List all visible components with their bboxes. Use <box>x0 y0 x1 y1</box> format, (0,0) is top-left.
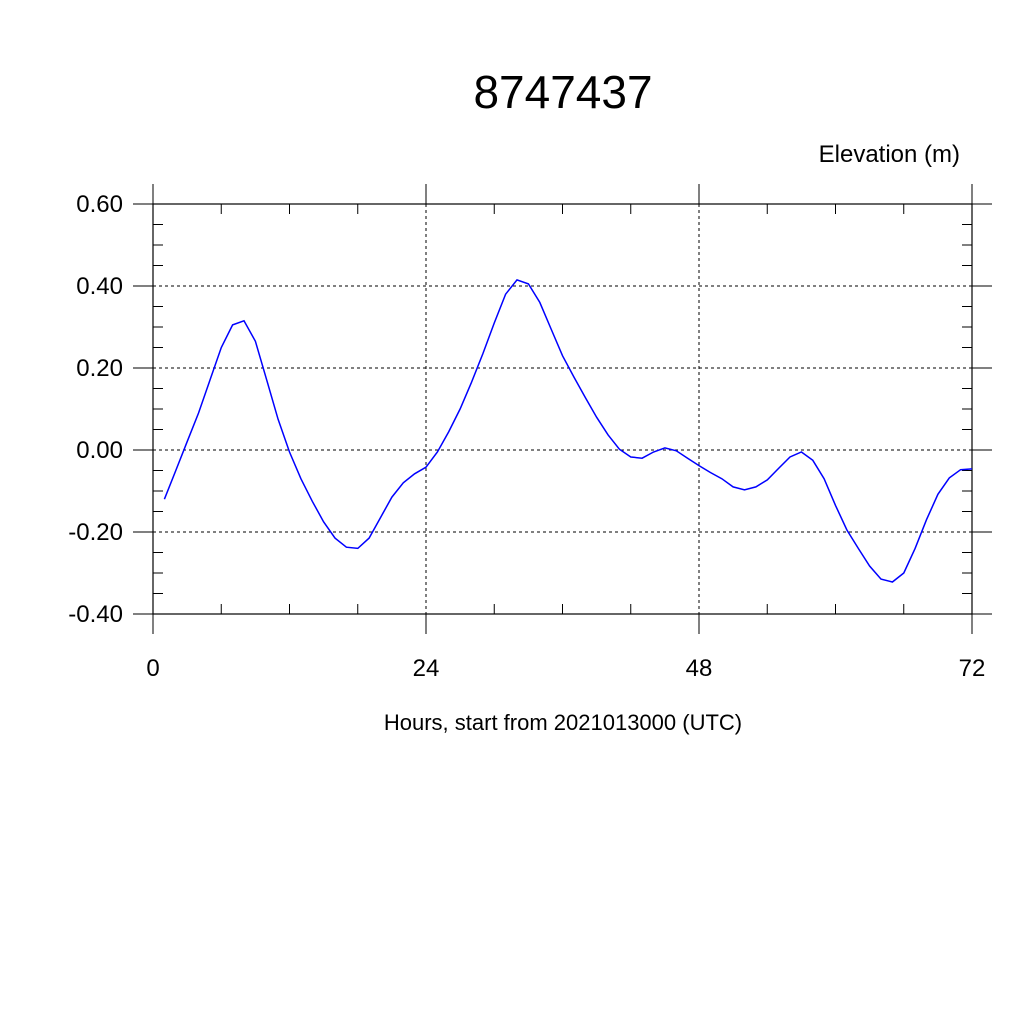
series-line <box>163 279 973 583</box>
tick-label-layer: -0.40 -0.20 0.00 0.20 0.40 0.60 0 24 48 72 <box>68 191 985 682</box>
y-tick-label: 0.00 <box>76 437 123 464</box>
y-tick-label: 0.60 <box>76 191 123 218</box>
y-tick-label: 0.40 <box>76 273 123 300</box>
x-tick-label: 72 <box>959 655 986 682</box>
chart-title: 8747437 <box>473 66 652 118</box>
x-tick-label: 0 <box>146 655 159 682</box>
x-tick-label: 24 <box>413 655 440 682</box>
series-layer <box>163 279 973 583</box>
y-tick-label: -0.20 <box>68 519 123 546</box>
x-axis-label: Hours, start from 2021013000 (UTC) <box>384 710 742 735</box>
y-axis-label: Elevation (m) <box>819 141 960 168</box>
y-tick-label: -0.40 <box>68 601 123 628</box>
y-tick-label: 0.20 <box>76 355 123 382</box>
tick-layer <box>133 184 992 634</box>
x-tick-label: 48 <box>686 655 713 682</box>
